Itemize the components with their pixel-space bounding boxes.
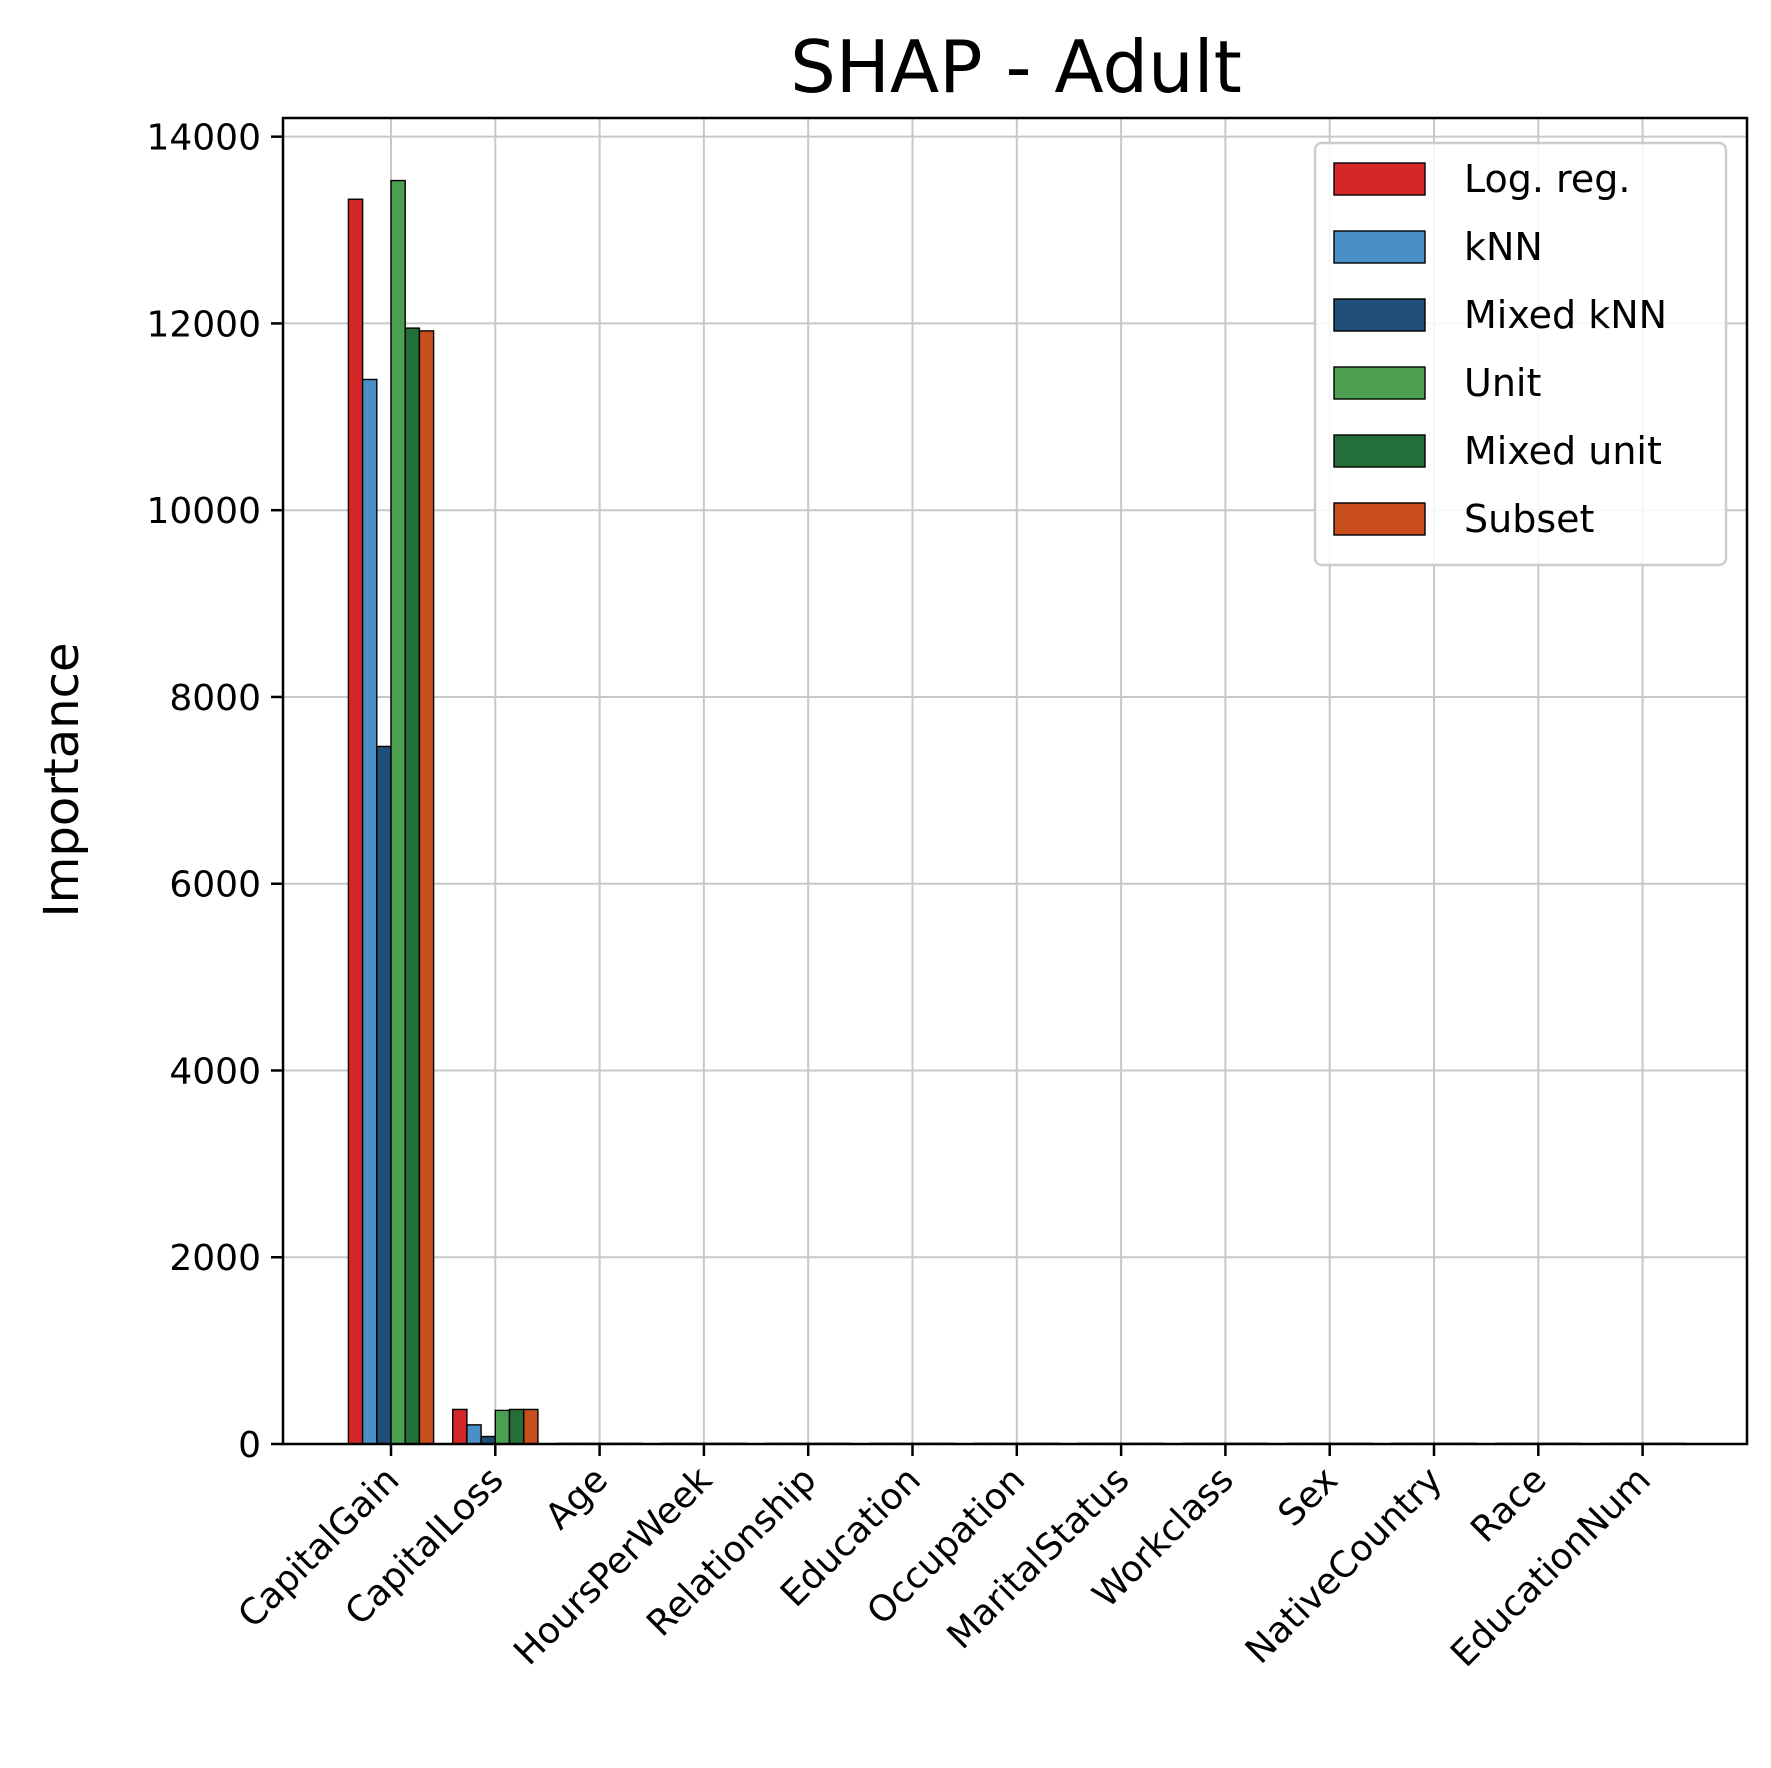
legend-swatch bbox=[1333, 502, 1426, 536]
grid-lines bbox=[283, 118, 1747, 1445]
bar-mixed-unit-capitalloss bbox=[508, 1408, 525, 1445]
bar-knn-capitalloss bbox=[466, 1424, 482, 1445]
legend-swatch bbox=[1333, 434, 1426, 468]
legend-label: Mixed unit bbox=[1464, 429, 1662, 473]
legend-label: kNN bbox=[1464, 225, 1543, 269]
bar-log-reg-capitalloss bbox=[452, 1408, 468, 1445]
bar-knn-capitalgain bbox=[361, 378, 378, 1445]
y-tick-label: 12000 bbox=[146, 304, 261, 345]
legend-swatch bbox=[1333, 162, 1426, 196]
x-tick-label-race: Race bbox=[1463, 1459, 1554, 1550]
legend-label: Mixed kNN bbox=[1464, 293, 1667, 337]
legend: Log. reg. kNN Mixed kNN Unit Mixed unit Subse… bbox=[1313, 141, 1728, 567]
bar-mixed-unit-capitalgain bbox=[404, 327, 421, 1445]
x-tick-label-sex: Sex bbox=[1271, 1459, 1346, 1534]
y-axis-label: Importance bbox=[34, 642, 90, 917]
bar-log-reg-capitalgain bbox=[347, 198, 364, 1445]
y-tick-label: 2000 bbox=[169, 1238, 261, 1279]
legend-label: Log. reg. bbox=[1464, 157, 1630, 201]
x-tick-label-nativecountry: NativeCountry bbox=[1238, 1459, 1451, 1672]
y-axis-ticks: 0 2000 4000 6000 8000 10000 12000 14000 bbox=[146, 118, 283, 1466]
y-tick-label: 10000 bbox=[146, 491, 261, 532]
legend-label: Unit bbox=[1464, 361, 1541, 405]
legend-swatch bbox=[1333, 366, 1426, 400]
bar-subset-capitalloss bbox=[523, 1408, 539, 1445]
legend-swatch bbox=[1333, 298, 1426, 332]
bar-subset-capitalgain bbox=[418, 330, 435, 1445]
bar-unit-capitalgain bbox=[390, 179, 406, 1445]
bar-unit-capitalloss bbox=[494, 1409, 511, 1445]
bar-mixed-knn-capitalgain bbox=[376, 745, 392, 1445]
y-tick-label: 0 bbox=[238, 1425, 261, 1466]
y-tick-label: 14000 bbox=[146, 118, 261, 159]
chart-title: SHAP - Adult bbox=[790, 25, 1242, 109]
legend-label: Subset bbox=[1464, 497, 1594, 541]
y-tick-label: 6000 bbox=[169, 865, 261, 906]
y-tick-label: 8000 bbox=[169, 678, 261, 719]
x-tick-label-maritalstatus: MaritalStatus bbox=[940, 1459, 1138, 1657]
legend-swatch bbox=[1333, 230, 1426, 264]
y-tick-label: 4000 bbox=[169, 1051, 261, 1092]
plot-frame bbox=[281, 116, 1749, 1446]
x-tick-label-age: Age bbox=[538, 1459, 616, 1537]
